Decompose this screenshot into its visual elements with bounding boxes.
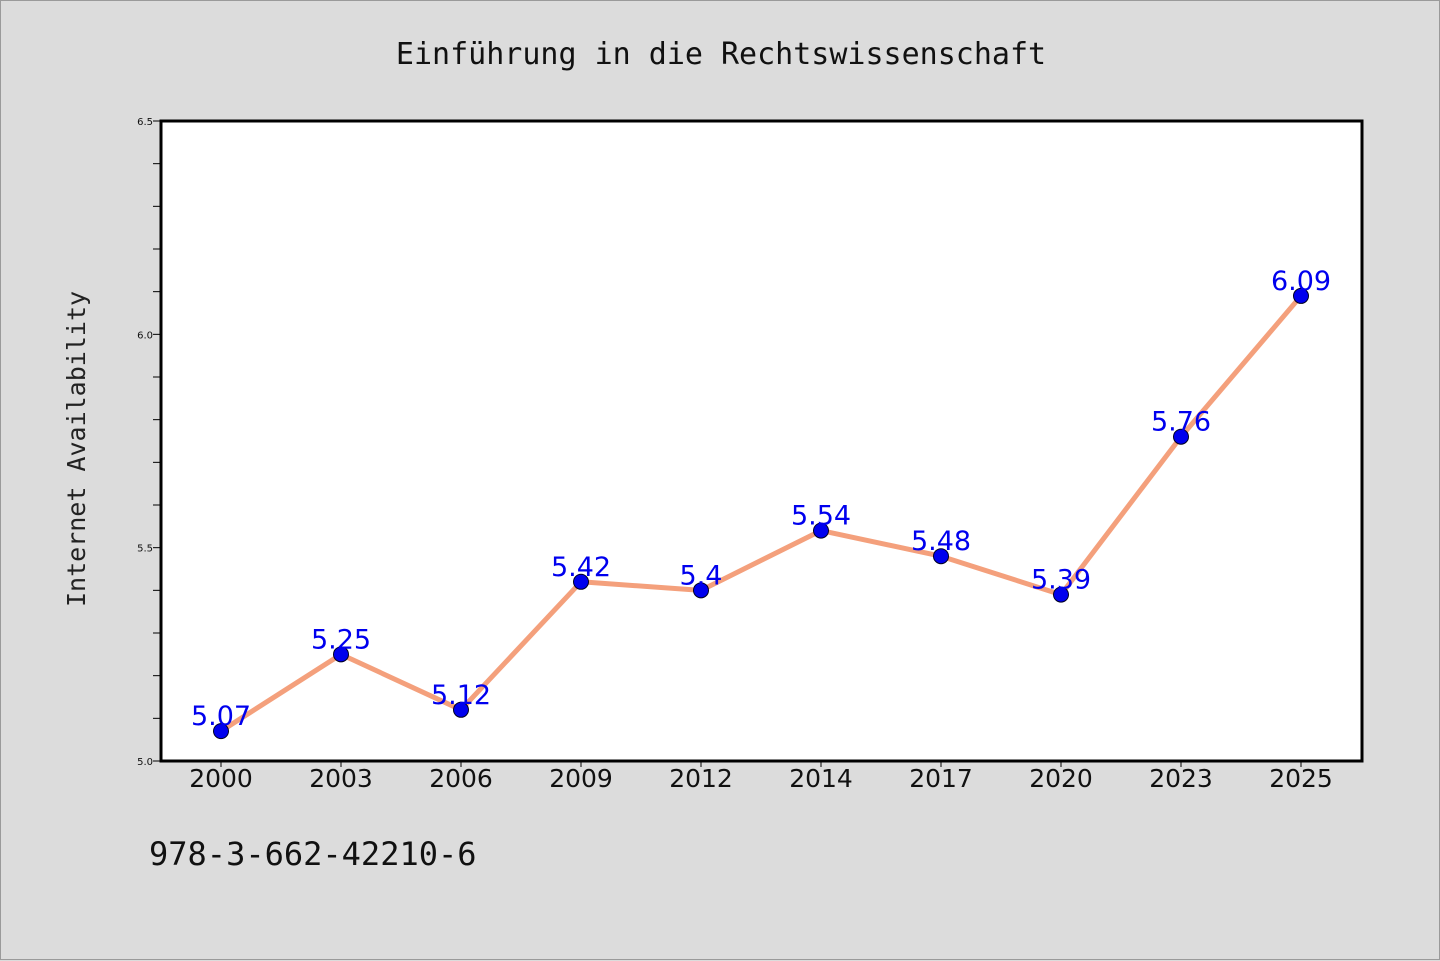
data-point: [333, 646, 349, 663]
data-label: 5.12: [431, 680, 491, 711]
data-label: 5.07: [191, 701, 251, 732]
data-point: [1293, 287, 1309, 304]
x-tick-label: 2017: [909, 764, 973, 793]
x-tick-label: 2009: [549, 764, 613, 793]
data-label: 5.48: [911, 526, 971, 557]
x-tick-label: 2012: [669, 764, 733, 793]
y-axis: 5.0 5.5 6.0 6.5: [137, 117, 161, 768]
data-point: [1053, 586, 1069, 603]
series-line: [218, 293, 1304, 734]
x-tick-label: 2000: [189, 764, 253, 793]
series-group: 5.07 5.25 5.12 5.42 5.4 5.54 5.48 5.39 5.76 6.09: [191, 266, 1331, 740]
data-point: [453, 701, 469, 718]
x-tick-label: 2025: [1269, 764, 1333, 793]
data-point: [1173, 428, 1189, 445]
x-tick-label: 2003: [309, 764, 373, 793]
data-label: 5.54: [791, 501, 851, 532]
data-label: 5.39: [1031, 565, 1091, 596]
data-label: 5.25: [311, 624, 371, 655]
plot-area: [159, 119, 1364, 763]
y-tick-label: 5.5: [137, 544, 153, 555]
y-axis-label: Internet Availability: [62, 291, 91, 607]
data-point: [573, 573, 589, 590]
data-point: [933, 548, 949, 565]
x-tick-label: 2014: [789, 764, 853, 793]
data-label: 5.42: [551, 552, 611, 583]
x-tick-label: 2020: [1029, 764, 1093, 793]
chart-title: Einführung in die Rechtswissenschaft: [396, 37, 1046, 72]
data-point: [213, 723, 229, 740]
y-tick-label: 5.0: [137, 757, 153, 768]
y-tick-label: 6.5: [137, 117, 153, 128]
y-tick-label: 6.0: [137, 330, 153, 341]
data-label: 6.09: [1271, 266, 1331, 297]
x-axis: 2000 2003 2006 2009 2012 2014 2017 2020 2023 2025: [189, 761, 1333, 793]
data-point: [693, 582, 709, 599]
data-label: 5.4: [680, 560, 723, 591]
isbn-annotation: 978-3-662-42210-6: [149, 835, 477, 873]
x-tick-label: 2006: [429, 764, 493, 793]
data-label: 5.76: [1151, 407, 1211, 438]
data-point: [813, 522, 829, 539]
x-tick-label: 2023: [1149, 764, 1213, 793]
